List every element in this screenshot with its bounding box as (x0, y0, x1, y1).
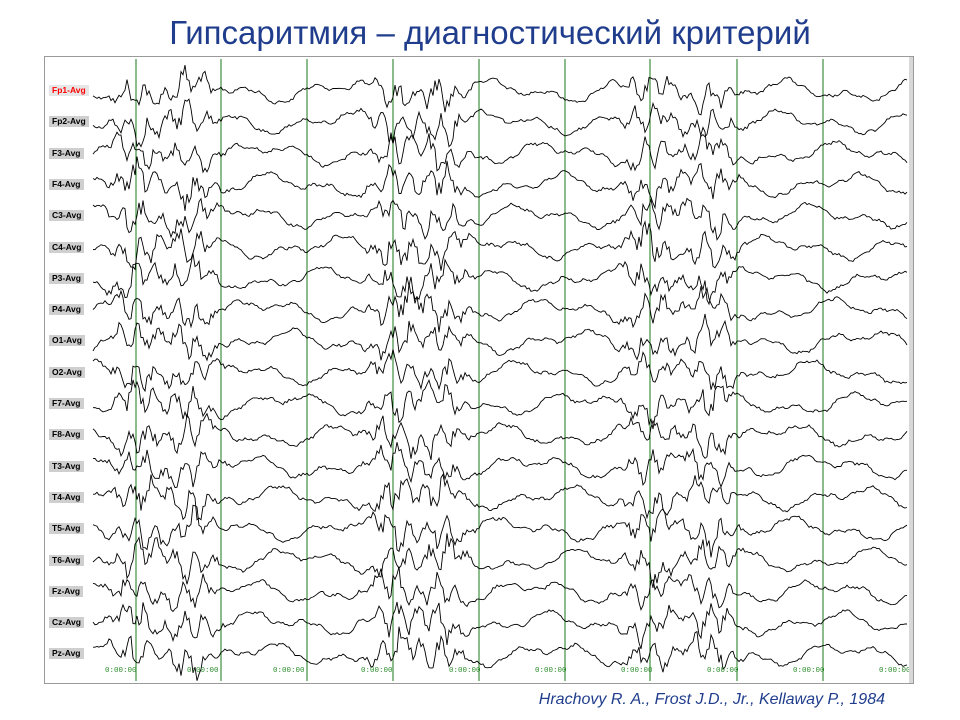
eeg-trace (92, 220, 908, 271)
channel-label[interactable]: O1-Avg (49, 335, 85, 347)
time-label: 0:00:00 (879, 667, 911, 675)
eeg-trace (93, 473, 908, 521)
eeg-trace (92, 65, 908, 116)
channel-label[interactable]: F3-Avg (49, 147, 84, 159)
channel-label[interactable]: F8-Avg (49, 429, 84, 441)
citation: Hrachovy R. A., Frost J.D., Jr., Kellawa… (538, 691, 885, 708)
eeg-trace (92, 253, 908, 306)
eeg-trace (92, 378, 908, 430)
eeg-trace (93, 626, 908, 681)
time-label: 0:00:00 (361, 667, 393, 675)
eeg-trace (92, 566, 908, 613)
channel-label[interactable]: Fz-Avg (49, 585, 84, 597)
channel-label[interactable]: P4-Avg (49, 304, 84, 316)
eeg-trace (92, 197, 908, 241)
eeg-trace (92, 601, 908, 650)
eeg-traces (92, 59, 908, 681)
channel-label[interactable]: Fp2-Avg (49, 116, 89, 128)
slide-title: Гипсаритмия – диагностический критерий (169, 14, 811, 51)
eeg-trace (92, 533, 908, 588)
time-label: 0:00:00 (621, 667, 653, 675)
channel-label[interactable]: Pz-Avg (49, 648, 84, 660)
time-label: 0:00:00 (793, 667, 825, 675)
eeg-viewer: Fp1-Avg Fp2-Avg F3-Avg F4-Avg C3-Avg C4-Avg P3… (44, 56, 914, 684)
channel-label[interactable]: P3-Avg (49, 272, 84, 284)
channel-label[interactable]: C3-Avg (49, 210, 85, 222)
channel-label[interactable]: F7-Avg (49, 398, 84, 409)
channel-label[interactable]: T3-Avg (49, 460, 84, 472)
channel-label[interactable]: O2-Avg (49, 366, 85, 378)
channel-label[interactable]: T5-Avg (49, 523, 84, 535)
eeg-trace (92, 156, 908, 211)
channel-label[interactable]: T4-Avg (49, 491, 84, 503)
time-label: 0:00:00 (187, 667, 219, 675)
time-label: 0:00:00 (273, 667, 305, 675)
channel-label[interactable]: T6-Avg (49, 554, 84, 566)
eeg-trace (92, 98, 908, 148)
eeg-trace (92, 126, 908, 174)
eeg-trace (92, 283, 908, 333)
channel-label[interactable]: C4-Avg (49, 241, 85, 253)
time-label: 0:00:00 (449, 667, 481, 675)
time-label: 0:00:00 (535, 667, 567, 675)
eeg-trace (92, 349, 908, 393)
eeg-trace (92, 412, 908, 461)
time-label: 0:00:00 (707, 667, 739, 675)
time-label: 0:00:00 (105, 667, 137, 675)
eeg-trace (92, 313, 908, 362)
eeg-trace (92, 504, 908, 558)
eeg-trace (92, 442, 907, 489)
channel-label[interactable]: Fp1-Avg (49, 85, 89, 96)
channel-label[interactable]: Cz-Avg (49, 617, 84, 629)
channel-label[interactable]: F4-Avg (49, 178, 84, 190)
